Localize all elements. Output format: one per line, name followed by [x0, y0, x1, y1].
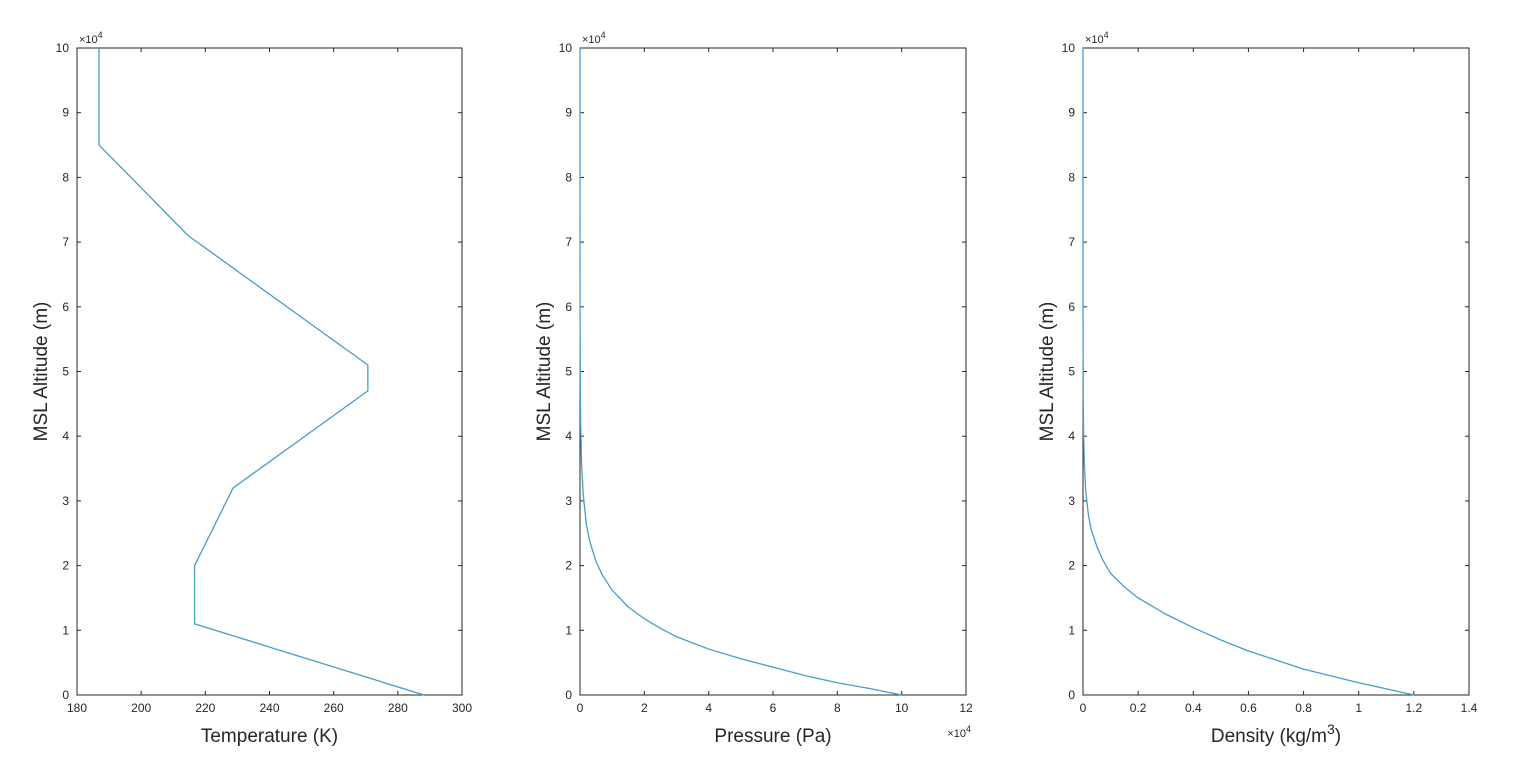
density-y-tick-label: 9	[1068, 106, 1075, 120]
pressure-x-tick-label: 12	[959, 701, 973, 715]
pressure-x-tick-label: 10	[895, 701, 909, 715]
temperature-x-tick-label: 300	[452, 701, 472, 715]
temperature-x-tick-label: 200	[131, 701, 151, 715]
pressure-y-tick-label: 1	[565, 623, 572, 637]
density-plot: 0 0.2 0.4 0.6 0.8 1 1.2 1.4 0 1 2 3 4 5 6 7 8 9 10 ×104 Dens…	[1037, 30, 1478, 747]
temperature-y-tick-label: 9	[62, 106, 69, 120]
pressure-y-tick-label: 0	[565, 688, 572, 702]
temperature-x-tick-label: 240	[259, 701, 279, 715]
density-x-axis-label: Density (kg/m3)	[1211, 721, 1341, 747]
pressure-y-tick-label: 4	[565, 429, 572, 443]
density-x-axis-label-suffix: )	[1335, 726, 1341, 747]
temperature-y-tick-label: 6	[62, 300, 69, 314]
temperature-x-axis-label-text: Temperature (K)	[201, 726, 338, 747]
density-y-exponent-label: ×104	[1085, 30, 1109, 46]
density-y-tick-label: 6	[1068, 300, 1075, 314]
temperature-y-tick-label: 7	[62, 235, 69, 249]
density-y-tick-label: 0	[1068, 688, 1075, 702]
temperature-profile-line	[98, 48, 425, 696]
density-y-tick-label: 7	[1068, 235, 1075, 249]
pressure-x-tick-label: 0	[577, 701, 584, 715]
density-y-tick-label: 5	[1068, 365, 1075, 379]
pressure-y-tick-label: 6	[565, 300, 572, 314]
density-y-tick-label: 8	[1068, 170, 1075, 184]
temperature-y-axis-label: MSL Altitude (m)	[31, 302, 52, 442]
density-y-tick-label: 4	[1068, 429, 1075, 443]
temperature-x-tick-label: 180	[67, 701, 87, 715]
pressure-x-axis-label-text: Pressure (Pa)	[714, 726, 831, 747]
temperature-y-tick-label: 1	[62, 623, 69, 637]
pressure-axes-box	[579, 47, 967, 696]
pressure-y-tick-label: 7	[565, 235, 572, 249]
density-y-tick-label: 3	[1068, 494, 1075, 508]
density-y-tick-label: 2	[1068, 559, 1075, 573]
pressure-x-tick-label: 8	[834, 701, 841, 715]
density-x-tick-label: 1	[1355, 701, 1362, 715]
density-axes-box	[1082, 47, 1470, 696]
pressure-x-tick-label: 4	[705, 701, 712, 715]
pressure-y-tick-label: 8	[565, 170, 572, 184]
temperature-y-tick-label: 0	[62, 688, 69, 702]
pressure-profile-line	[579, 48, 902, 696]
temperature-x-tick-label: 220	[195, 701, 215, 715]
density-x-tick-label: 0.8	[1295, 701, 1312, 715]
pressure-y-exponent-label: ×104	[582, 30, 606, 46]
pressure-y-tick-label: 2	[565, 559, 572, 573]
density-x-axis-label-text: Density (kg/m	[1211, 726, 1327, 747]
pressure-y-axis-label: MSL Altitude (m)	[534, 302, 555, 442]
pressure-x-tick-label: 2	[641, 701, 648, 715]
pressure-x-exponent-label: ×104	[947, 724, 971, 740]
density-x-tick-label: 1.2	[1406, 701, 1423, 715]
temperature-y-tick-label: 5	[62, 365, 69, 379]
density-profile-line	[1082, 47, 1415, 696]
temperature-x-axis-label: Temperature (K)	[201, 726, 338, 747]
pressure-x-axis-label: Pressure (Pa)	[714, 726, 831, 747]
density-x-tick-label: 1.4	[1461, 701, 1478, 715]
pressure-y-tick-label: 10	[559, 41, 573, 55]
temperature-plot: 180 200 220 240 260 280 300 0 1 2 3 4 5 6 7 8 9 10 ×104 Tem…	[31, 30, 472, 747]
density-x-tick-label: 0.2	[1130, 701, 1147, 715]
density-x-tick-label: 0.6	[1240, 701, 1257, 715]
density-y-axis-label: MSL Altitude (m)	[1037, 302, 1058, 442]
pressure-x-tick-label: 6	[770, 701, 777, 715]
temperature-y-tick-label: 2	[62, 559, 69, 573]
pressure-y-tick-label: 3	[565, 494, 572, 508]
temperature-x-tick-label: 260	[324, 701, 344, 715]
density-y-tick-label: 10	[1062, 41, 1076, 55]
temperature-y-tick-label: 3	[62, 494, 69, 508]
temperature-y-exponent-label: ×104	[79, 30, 103, 46]
pressure-y-tick-label: 9	[565, 106, 572, 120]
pressure-y-tick-label: 5	[565, 365, 572, 379]
temperature-y-tick-label: 4	[62, 429, 69, 443]
temperature-axes-box	[76, 47, 463, 696]
density-x-tick-label: 0.4	[1185, 701, 1202, 715]
density-y-tick-label: 1	[1068, 623, 1075, 637]
temperature-y-tick-label: 8	[62, 170, 69, 184]
density-x-axis-label-superscript: 3	[1327, 721, 1335, 737]
temperature-y-tick-label: 10	[56, 41, 70, 55]
temperature-x-tick-label: 280	[388, 701, 408, 715]
density-x-tick-label: 0	[1080, 701, 1087, 715]
